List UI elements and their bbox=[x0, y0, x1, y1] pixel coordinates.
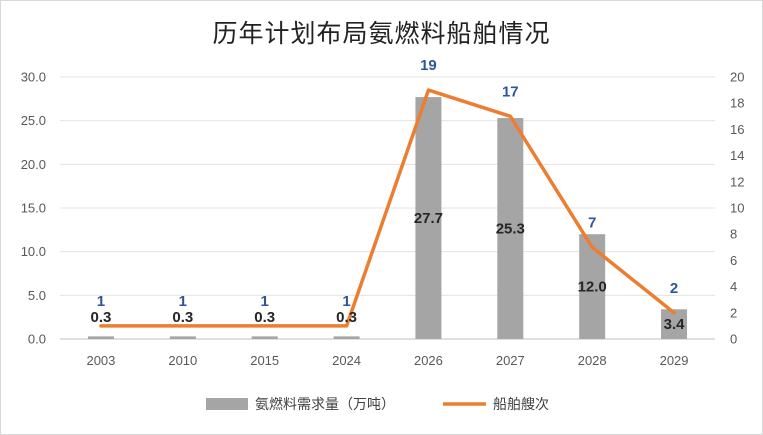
bar bbox=[415, 97, 442, 339]
bar-data-label: 25.3 bbox=[496, 221, 525, 238]
bar-data-label: 27.7 bbox=[414, 210, 443, 227]
legend-label-bar: 氨燃料需求量（万吨） bbox=[255, 396, 395, 413]
x-tick-label: 2028 bbox=[578, 353, 607, 368]
bar bbox=[497, 118, 524, 340]
right-tick-label: 10 bbox=[730, 201, 744, 216]
right-tick-label: 18 bbox=[730, 96, 744, 111]
right-tick-label: 8 bbox=[730, 227, 737, 242]
line-data-label: 2 bbox=[670, 280, 678, 297]
line-data-label: 17 bbox=[502, 83, 519, 100]
bar-data-label: 3.4 bbox=[664, 316, 686, 333]
left-tick-label: 25.0 bbox=[21, 113, 46, 128]
right-tick-label: 20 bbox=[730, 70, 744, 85]
x-tick-label: 2024 bbox=[332, 353, 361, 368]
bar bbox=[87, 336, 114, 339]
right-tick-label: 2 bbox=[730, 305, 737, 320]
bar-series bbox=[87, 97, 688, 340]
right-tick-label: 4 bbox=[730, 279, 737, 294]
line-data-label: 1 bbox=[261, 293, 269, 310]
x-tick-label: 2010 bbox=[168, 353, 197, 368]
bar-data-label: 0.3 bbox=[172, 309, 193, 326]
bar-data-labels: 0.3 0.3 0.3 0.3 27.7 25.3 12.0 3.4 bbox=[91, 210, 686, 333]
right-tick-label: 14 bbox=[730, 148, 744, 163]
right-tick-label: 16 bbox=[730, 122, 744, 137]
x-tick-label: 2003 bbox=[86, 353, 115, 368]
bar bbox=[169, 336, 196, 339]
left-tick-label: 20.0 bbox=[21, 157, 46, 172]
line-data-label: 19 bbox=[420, 57, 437, 74]
x-tick-label: 2027 bbox=[496, 353, 525, 368]
line-data-labels: 1 1 1 1 19 17 7 2 bbox=[97, 57, 678, 310]
bar-data-label: 0.3 bbox=[254, 309, 275, 326]
line-data-label: 1 bbox=[97, 293, 105, 310]
x-tick-label: 2015 bbox=[250, 353, 279, 368]
line-data-label: 1 bbox=[179, 293, 187, 310]
bar-data-label: 0.3 bbox=[336, 309, 357, 326]
right-tick-label: 6 bbox=[730, 253, 737, 268]
bar-data-label: 0.3 bbox=[91, 309, 112, 326]
right-tick-label: 0 bbox=[730, 332, 737, 347]
bar-data-label: 12.0 bbox=[578, 279, 607, 296]
left-tick-label: 15.0 bbox=[21, 201, 46, 216]
left-tick-label: 30.0 bbox=[21, 70, 46, 85]
left-axis-ticks: 0.0 5.0 10.0 15.0 20.0 25.0 30.0 bbox=[21, 70, 46, 347]
left-tick-label: 0.0 bbox=[28, 332, 46, 347]
bar bbox=[333, 336, 360, 339]
x-axis-ticks: 2003 2010 2015 2024 2026 2027 2028 2029 bbox=[86, 353, 688, 368]
left-tick-label: 5.0 bbox=[28, 288, 46, 303]
bar bbox=[251, 336, 278, 339]
legend-swatch-bar bbox=[206, 398, 248, 410]
right-tick-label: 12 bbox=[730, 174, 744, 189]
legend: 氨燃料需求量（万吨） 船舶艘次 bbox=[206, 396, 549, 413]
chart-title: 历年计划布局氨燃料船舶情况 bbox=[212, 19, 551, 48]
x-tick-label: 2026 bbox=[414, 353, 443, 368]
right-axis-ticks: 0 2 4 6 8 10 12 14 16 18 20 bbox=[730, 70, 744, 347]
line-path bbox=[99, 88, 676, 328]
line-data-label: 1 bbox=[342, 293, 350, 310]
left-tick-label: 10.0 bbox=[21, 244, 46, 259]
legend-label-line: 船舶艘次 bbox=[493, 397, 549, 413]
line-series bbox=[99, 88, 676, 328]
x-tick-label: 2029 bbox=[660, 353, 689, 368]
gridlines bbox=[60, 76, 715, 340]
line-data-label: 7 bbox=[588, 214, 596, 231]
bar bbox=[579, 234, 606, 339]
